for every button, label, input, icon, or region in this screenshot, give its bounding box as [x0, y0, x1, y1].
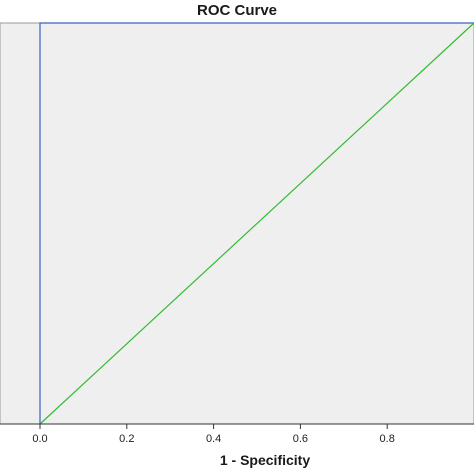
reference-diagonal-line: [39, 22, 474, 425]
series-layer: [39, 22, 474, 425]
x-tick-label: 0.4: [206, 433, 221, 445]
roc-curve-line: [39, 22, 474, 424]
x-axis-label: 1 - Specificity: [219, 452, 311, 468]
x-tick-label: 0.0: [32, 433, 47, 445]
x-axis-ticks: 0.0 0.2 0.4 0.6 0.8: [32, 424, 395, 445]
chart-title: ROC Curve: [196, 2, 278, 19]
plot-area: [0, 22, 474, 425]
x-tick-label: 0.6: [293, 433, 308, 445]
x-tick-label: 0.8: [380, 433, 395, 445]
x-tick-label: 0.2: [119, 433, 134, 445]
